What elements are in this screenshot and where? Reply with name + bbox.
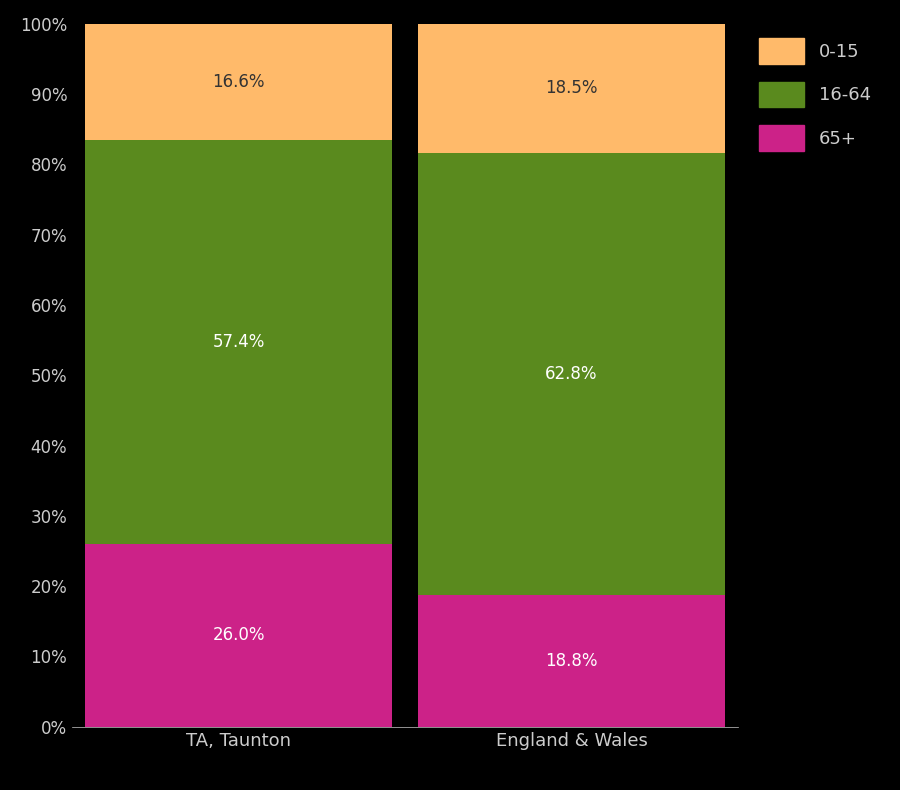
Legend: 0-15, 16-64, 65+: 0-15, 16-64, 65+ bbox=[753, 32, 877, 156]
Text: 16.6%: 16.6% bbox=[212, 73, 265, 91]
Text: 26.0%: 26.0% bbox=[212, 626, 265, 645]
Bar bbox=[418, 153, 724, 595]
Text: 57.4%: 57.4% bbox=[212, 333, 265, 352]
Text: 62.8%: 62.8% bbox=[545, 365, 598, 383]
Bar bbox=[86, 141, 392, 544]
Bar bbox=[418, 595, 724, 727]
Bar bbox=[86, 24, 392, 141]
Text: 18.8%: 18.8% bbox=[545, 652, 598, 670]
Text: 18.5%: 18.5% bbox=[545, 79, 598, 97]
Bar bbox=[86, 544, 392, 727]
Bar bbox=[418, 23, 724, 153]
